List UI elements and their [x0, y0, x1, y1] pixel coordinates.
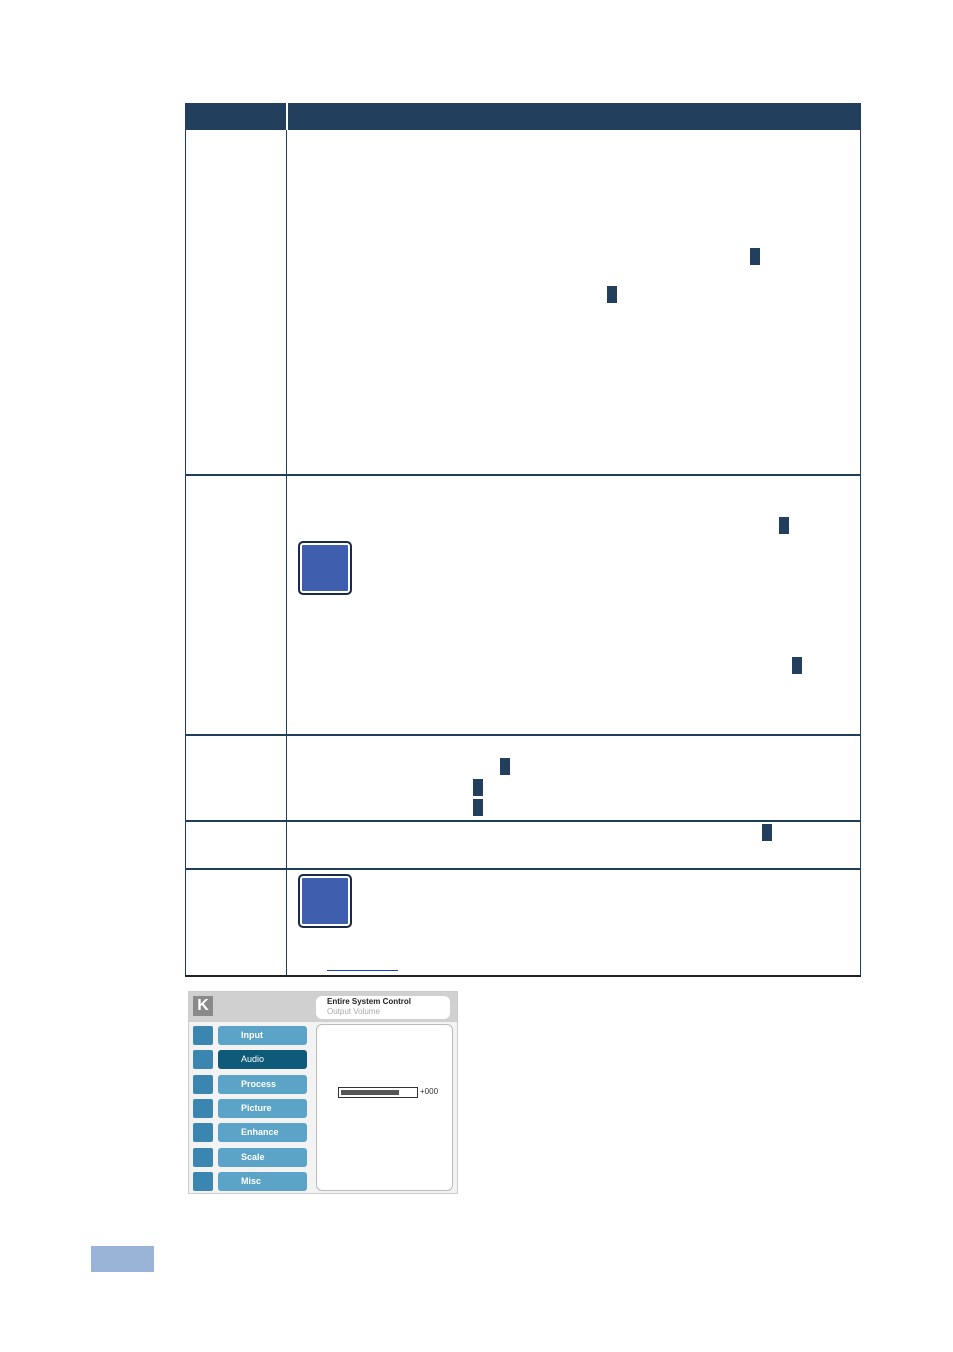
- menu-item[interactable]: Audio: [218, 1050, 307, 1069]
- table-border: [860, 130, 861, 977]
- key-icon: [779, 517, 789, 534]
- menu-icon[interactable]: [193, 1148, 213, 1167]
- menu-icon[interactable]: [193, 1075, 213, 1094]
- osd-title-box: Entire System Control Output Volume: [316, 996, 450, 1019]
- row-divider: [185, 474, 861, 476]
- row-divider: [185, 820, 861, 822]
- key-icon: [750, 248, 760, 265]
- menu-item[interactable]: Process: [218, 1075, 307, 1094]
- osd-title: Entire System Control: [327, 997, 412, 1006]
- menu-item[interactable]: Misc: [218, 1172, 307, 1191]
- header-divider: [286, 103, 288, 130]
- menu-item[interactable]: Input: [218, 1026, 307, 1045]
- menu-item[interactable]: Enhance: [218, 1123, 307, 1142]
- row-divider: [185, 868, 861, 870]
- menu-item[interactable]: Picture: [218, 1099, 307, 1118]
- table-border: [185, 130, 186, 977]
- row-divider: [185, 734, 861, 736]
- menu-icon[interactable]: [193, 1026, 213, 1045]
- menu-item[interactable]: Scale: [218, 1148, 307, 1167]
- volume-fill: [341, 1090, 399, 1095]
- key-icon: [473, 799, 483, 816]
- menu-icon[interactable]: [193, 1099, 213, 1118]
- link-underline: [327, 970, 398, 971]
- osd-panel: [316, 1024, 453, 1191]
- key-icon: [500, 758, 510, 775]
- table-header: [185, 103, 861, 130]
- osd-subtitle: Output Volume: [327, 1007, 380, 1016]
- volume-bar: [338, 1087, 418, 1098]
- logo: K: [193, 996, 213, 1016]
- menu-icon[interactable]: [193, 1050, 213, 1069]
- info-icon: [298, 541, 352, 595]
- key-icon: [762, 824, 772, 841]
- menu-icon[interactable]: [193, 1172, 213, 1191]
- key-icon: [473, 779, 483, 796]
- menu-icon[interactable]: [193, 1123, 213, 1142]
- key-icon: [607, 286, 617, 303]
- column-divider: [286, 130, 287, 977]
- page-number-box: [91, 1246, 154, 1272]
- key-icon: [792, 657, 802, 674]
- info-icon: [298, 874, 352, 928]
- table-border: [185, 975, 861, 977]
- volume-label: +000: [420, 1087, 439, 1096]
